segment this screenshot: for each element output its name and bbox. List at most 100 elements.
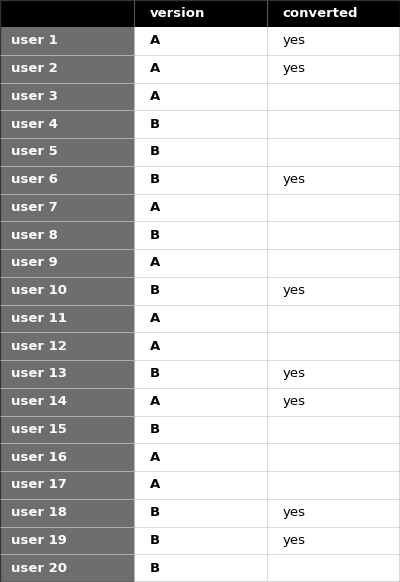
Bar xyxy=(0,138,134,166)
Text: user 7: user 7 xyxy=(11,201,58,214)
Bar xyxy=(267,554,400,582)
Text: A: A xyxy=(150,201,160,214)
Text: user 1: user 1 xyxy=(11,34,58,47)
Bar xyxy=(134,499,267,527)
Text: A: A xyxy=(150,90,160,103)
Bar xyxy=(267,138,400,166)
Bar xyxy=(134,360,267,388)
Bar xyxy=(0,554,134,582)
Bar xyxy=(0,83,134,110)
Bar xyxy=(0,55,134,83)
Text: B: B xyxy=(150,173,160,186)
Text: A: A xyxy=(150,450,160,464)
Bar xyxy=(0,304,134,332)
Text: B: B xyxy=(150,534,160,547)
Text: B: B xyxy=(150,146,160,158)
Bar xyxy=(267,443,400,471)
Bar xyxy=(267,249,400,277)
Bar xyxy=(267,110,400,138)
Text: user 10: user 10 xyxy=(11,284,67,297)
Text: converted: converted xyxy=(283,7,358,20)
Bar xyxy=(267,277,400,304)
Bar xyxy=(267,416,400,443)
Bar xyxy=(267,332,400,360)
Text: user 13: user 13 xyxy=(11,367,67,381)
Bar xyxy=(0,332,134,360)
Text: user 12: user 12 xyxy=(11,340,66,353)
Bar xyxy=(0,277,134,304)
Bar xyxy=(134,277,267,304)
Bar xyxy=(134,304,267,332)
Bar xyxy=(0,471,134,499)
Bar xyxy=(267,471,400,499)
Bar xyxy=(134,416,267,443)
Bar xyxy=(0,0,134,27)
Text: yes: yes xyxy=(283,62,306,75)
Bar xyxy=(0,193,134,221)
Text: A: A xyxy=(150,34,160,47)
Text: user 4: user 4 xyxy=(11,118,58,130)
Text: user 11: user 11 xyxy=(11,312,66,325)
Bar xyxy=(267,360,400,388)
Bar xyxy=(267,304,400,332)
Bar xyxy=(134,83,267,110)
Bar xyxy=(0,443,134,471)
Bar xyxy=(134,221,267,249)
Bar xyxy=(0,360,134,388)
Text: user 18: user 18 xyxy=(11,506,67,519)
Bar xyxy=(0,27,134,55)
Bar xyxy=(134,388,267,416)
Bar xyxy=(267,221,400,249)
Text: yes: yes xyxy=(283,34,306,47)
Bar xyxy=(134,249,267,277)
Text: A: A xyxy=(150,478,160,491)
Bar xyxy=(267,27,400,55)
Bar xyxy=(267,388,400,416)
Text: A: A xyxy=(150,257,160,269)
Bar xyxy=(0,221,134,249)
Text: A: A xyxy=(150,312,160,325)
Text: user 20: user 20 xyxy=(11,562,67,574)
Bar xyxy=(267,55,400,83)
Bar xyxy=(134,193,267,221)
Bar xyxy=(267,0,400,27)
Bar xyxy=(134,527,267,554)
Text: user 14: user 14 xyxy=(11,395,67,408)
Bar xyxy=(134,443,267,471)
Text: user 15: user 15 xyxy=(11,423,66,436)
Text: A: A xyxy=(150,340,160,353)
Text: user 3: user 3 xyxy=(11,90,58,103)
Text: user 9: user 9 xyxy=(11,257,58,269)
Bar xyxy=(0,110,134,138)
Text: user 16: user 16 xyxy=(11,450,67,464)
Text: yes: yes xyxy=(283,395,306,408)
Bar xyxy=(0,499,134,527)
Bar xyxy=(134,0,267,27)
Bar xyxy=(0,166,134,193)
Text: yes: yes xyxy=(283,173,306,186)
Bar xyxy=(134,27,267,55)
Text: A: A xyxy=(150,395,160,408)
Text: user 5: user 5 xyxy=(11,146,58,158)
Text: version: version xyxy=(150,7,205,20)
Text: B: B xyxy=(150,367,160,381)
Text: yes: yes xyxy=(283,534,306,547)
Bar xyxy=(0,388,134,416)
Bar xyxy=(134,471,267,499)
Bar xyxy=(267,166,400,193)
Text: B: B xyxy=(150,506,160,519)
Bar xyxy=(134,55,267,83)
Bar xyxy=(0,249,134,277)
Text: B: B xyxy=(150,118,160,130)
Bar xyxy=(134,138,267,166)
Bar xyxy=(267,83,400,110)
Text: B: B xyxy=(150,284,160,297)
Text: user 2: user 2 xyxy=(11,62,58,75)
Text: yes: yes xyxy=(283,506,306,519)
Text: B: B xyxy=(150,562,160,574)
Text: B: B xyxy=(150,229,160,242)
Text: A: A xyxy=(150,62,160,75)
Bar xyxy=(134,332,267,360)
Bar xyxy=(0,416,134,443)
Text: user 19: user 19 xyxy=(11,534,66,547)
